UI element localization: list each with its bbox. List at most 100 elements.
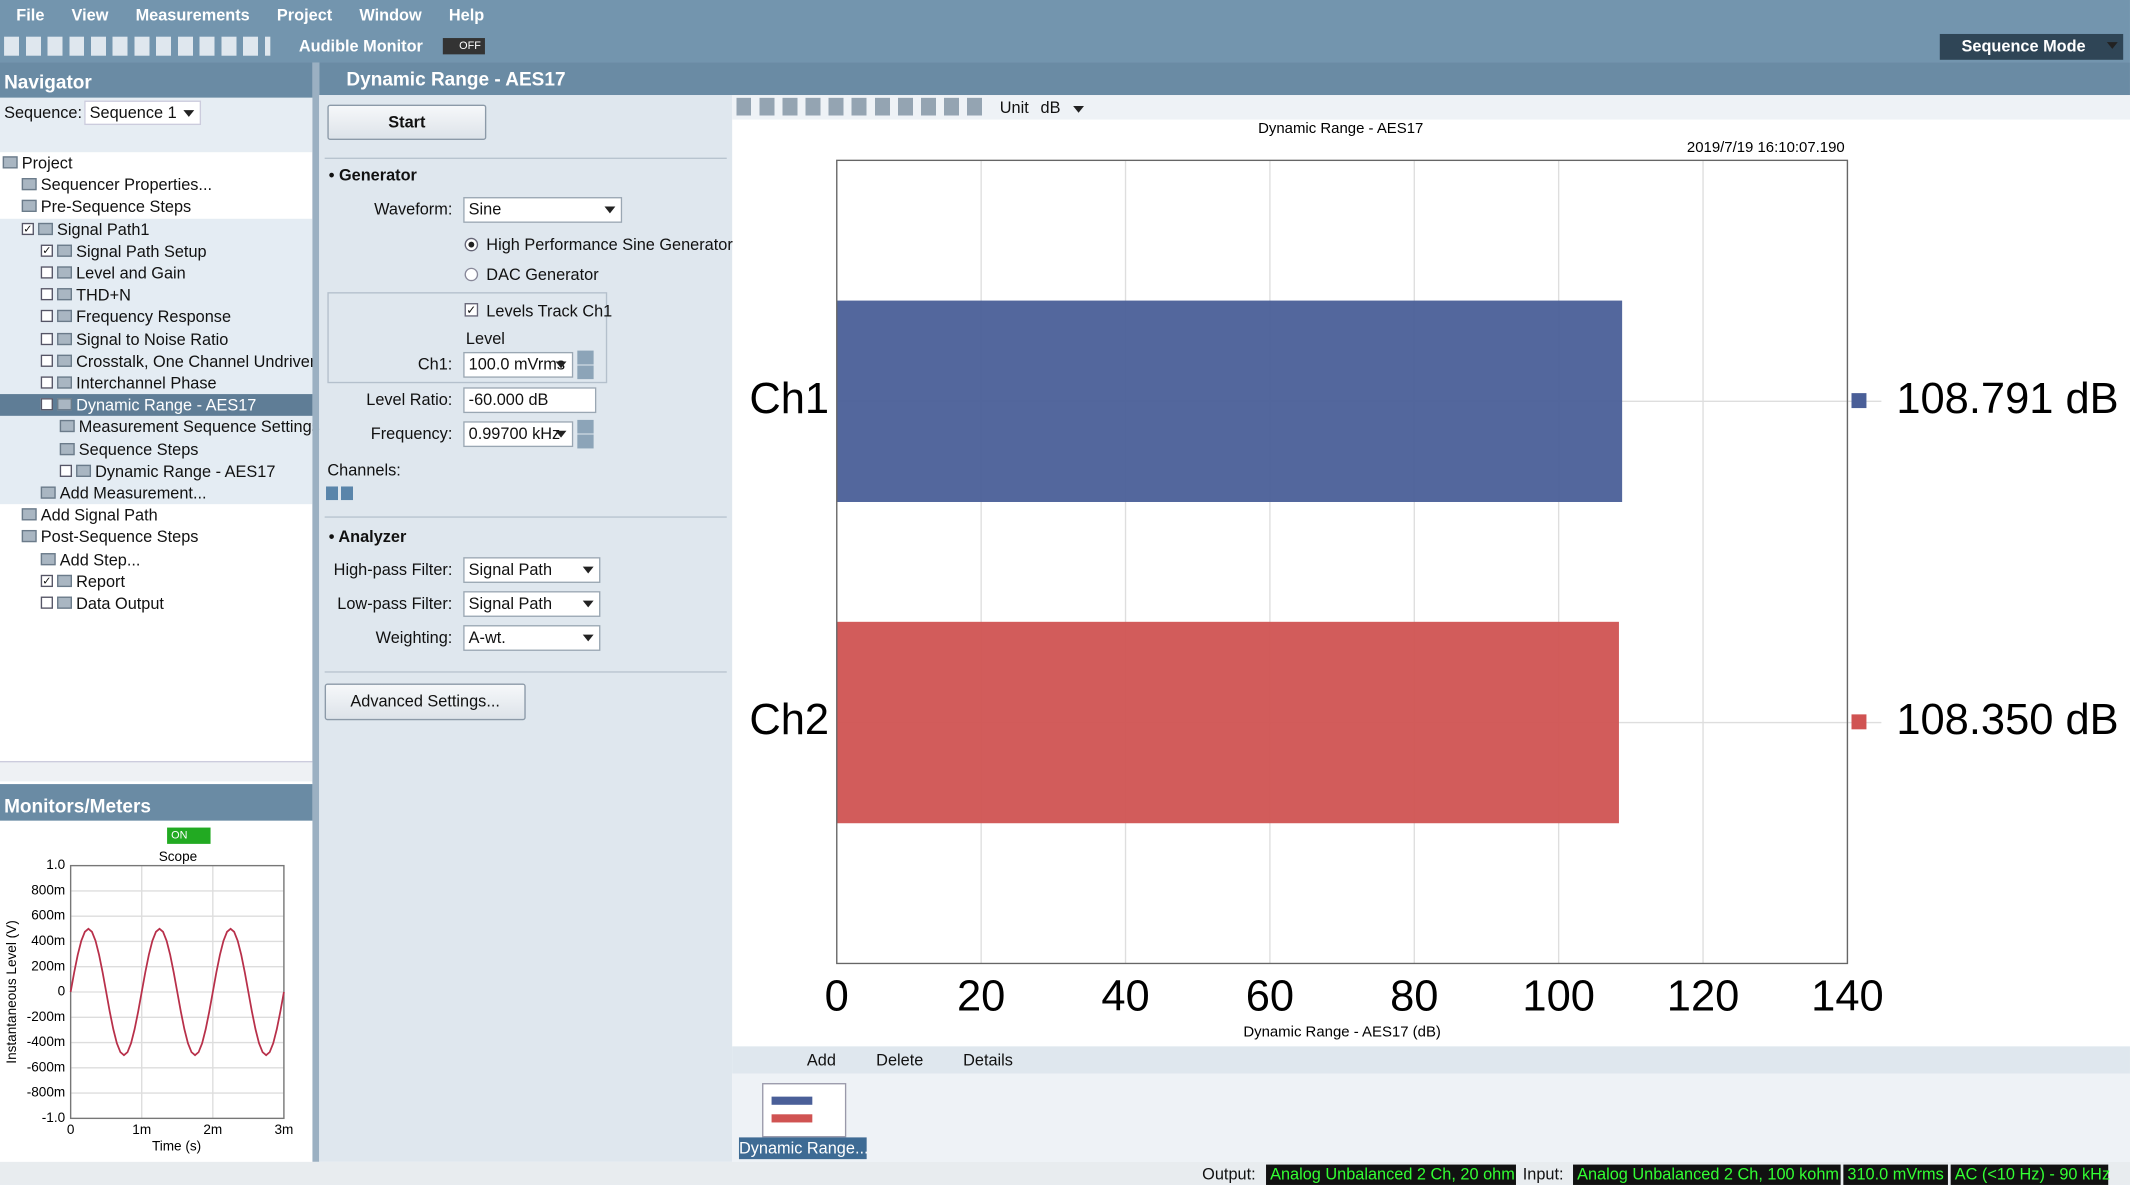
y-tick-label: -800m xyxy=(27,1085,65,1100)
tree-item[interactable]: Frequency Response xyxy=(76,307,232,327)
menu-item[interactable]: File xyxy=(16,5,45,25)
scrollbar[interactable] xyxy=(0,760,313,782)
tree-item[interactable]: Signal Path Setup xyxy=(76,241,207,261)
checkbox[interactable] xyxy=(40,376,53,389)
timestamp: 2019/7/19 16:10:07.190 xyxy=(1687,139,1845,156)
toolbar-icons[interactable] xyxy=(4,36,271,56)
tree-item[interactable]: Add Signal Path xyxy=(40,505,158,525)
checkbox[interactable] xyxy=(40,596,53,609)
details-button[interactable]: Details xyxy=(963,1050,1013,1070)
label: Frequency: xyxy=(370,423,453,444)
thumbnail-caption[interactable]: Dynamic Range... xyxy=(738,1137,869,1160)
tree-item[interactable]: Project xyxy=(21,153,73,173)
tree-item[interactable]: Sequence Steps xyxy=(78,439,199,459)
legend-marker xyxy=(1851,714,1867,730)
tree-item[interactable]: Interchannel Phase xyxy=(76,373,217,393)
value-label: 108.791 dB xyxy=(1896,375,2118,423)
tree-icon xyxy=(38,222,53,235)
checkbox[interactable] xyxy=(40,266,53,279)
separator xyxy=(324,671,727,673)
waveform-select[interactable]: Sine xyxy=(463,197,623,223)
thumbnails xyxy=(732,1073,2130,1162)
menu-item[interactable]: Help xyxy=(448,5,485,25)
bar-chart: Dynamic Range - AES17 2019/7/19 16:10:07.… xyxy=(749,120,2118,1041)
tree-icon xyxy=(57,596,72,609)
advanced-label: Advanced Settings... xyxy=(350,691,500,711)
bar xyxy=(836,621,1619,824)
tree-item[interactable]: Signal Path1 xyxy=(57,219,150,239)
checkbox[interactable] xyxy=(40,398,53,411)
y-tick-label: 600m xyxy=(31,908,65,923)
checkbox[interactable] xyxy=(40,310,53,323)
menu-item[interactable]: Project xyxy=(276,5,333,25)
label: High-pass Filter: xyxy=(333,559,453,579)
ch1-input[interactable]: 100.0 mVrms xyxy=(463,351,574,378)
tree-item[interactable]: Level and Gain xyxy=(76,263,186,283)
tree-item[interactable]: Crosstalk, One Channel Undriven xyxy=(76,351,319,371)
seq-select[interactable]: Sequence 1 xyxy=(84,100,202,126)
ratio-input[interactable]: -60.000 dB xyxy=(463,387,597,414)
spinner[interactable] xyxy=(577,419,594,449)
weighting-select[interactable]: A-wt. xyxy=(463,625,601,651)
tree-item[interactable]: Dynamic Range - AES17 xyxy=(76,395,257,415)
section-title: • Analyzer xyxy=(328,527,407,547)
spinner[interactable] xyxy=(577,350,594,380)
tree-item[interactable]: Add Step... xyxy=(59,549,141,569)
checkbox[interactable] xyxy=(40,332,53,345)
graph-tools[interactable] xyxy=(736,97,988,116)
checkbox[interactable]: ✓ xyxy=(40,574,53,587)
audible-monitor[interactable]: Audible Monitor xyxy=(298,36,423,56)
checkbox[interactable]: ✓ xyxy=(40,244,53,257)
hp-select[interactable]: Signal Path xyxy=(463,557,601,583)
label: Ch1: xyxy=(417,354,453,374)
toggle[interactable]: OFF xyxy=(442,38,485,55)
checkbox[interactable] xyxy=(40,288,53,301)
lp-select[interactable]: Signal Path xyxy=(463,591,601,617)
thumbnail[interactable] xyxy=(762,1083,847,1138)
channel-icons[interactable] xyxy=(326,486,355,501)
checkbox[interactable]: ✓ xyxy=(464,303,479,317)
status-label: Input: xyxy=(1522,1164,1564,1184)
tree-icon xyxy=(57,244,72,257)
delete-button[interactable]: Delete xyxy=(876,1050,924,1070)
tree-item[interactable]: THD+N xyxy=(76,285,131,305)
toggle[interactable]: ON xyxy=(167,827,211,844)
x-tick-label: 120 xyxy=(1667,972,1740,1020)
advanced-button[interactable]: Advanced Settings... xyxy=(324,683,526,721)
menu-item[interactable]: Measurements xyxy=(135,5,250,25)
tree-icon xyxy=(59,442,75,455)
menu-item[interactable]: View xyxy=(71,5,109,25)
tree-item[interactable]: Report xyxy=(76,571,126,591)
tree-icon xyxy=(2,156,18,169)
start-button[interactable]: Start xyxy=(327,104,487,140)
tree-item[interactable]: Measurement Sequence Settings... xyxy=(78,417,334,437)
tree-item[interactable]: Signal to Noise Ratio xyxy=(76,329,229,349)
tree-item[interactable]: Pre-Sequence Steps xyxy=(40,197,192,217)
checkbox[interactable] xyxy=(40,354,53,367)
radio[interactable] xyxy=(464,237,479,252)
checkbox[interactable]: ✓ xyxy=(21,222,34,235)
tree-item[interactable]: Dynamic Range - AES17 xyxy=(95,461,276,481)
add-button[interactable]: Add xyxy=(806,1050,836,1070)
tree-item[interactable]: Add Measurement... xyxy=(59,483,207,503)
checkbox[interactable] xyxy=(59,464,72,477)
unit-select[interactable]: dB xyxy=(1041,98,1090,117)
chart-title: Scope xyxy=(159,849,198,864)
y-tick-label: 1.0 xyxy=(46,857,65,872)
tree-item[interactable]: Data Output xyxy=(76,593,164,613)
monitors-header xyxy=(0,784,313,821)
tree-icon xyxy=(21,508,37,521)
y-tick-label: -1.0 xyxy=(42,1110,66,1125)
tree-icon xyxy=(57,288,72,301)
mode-select[interactable]: Sequence Mode xyxy=(1939,33,2124,60)
tree-item[interactable]: Sequencer Properties... xyxy=(40,175,213,195)
selection xyxy=(0,394,313,417)
radio[interactable] xyxy=(464,267,479,282)
freq-input[interactable]: 0.99700 kHz xyxy=(463,421,574,448)
value-label: 108.350 dB xyxy=(1896,696,2118,744)
tree-item[interactable]: Post-Sequence Steps xyxy=(40,527,199,547)
menu-item[interactable]: Window xyxy=(359,5,422,25)
x-tick-label: 140 xyxy=(1811,972,1884,1020)
label: Weighting: xyxy=(375,627,453,647)
